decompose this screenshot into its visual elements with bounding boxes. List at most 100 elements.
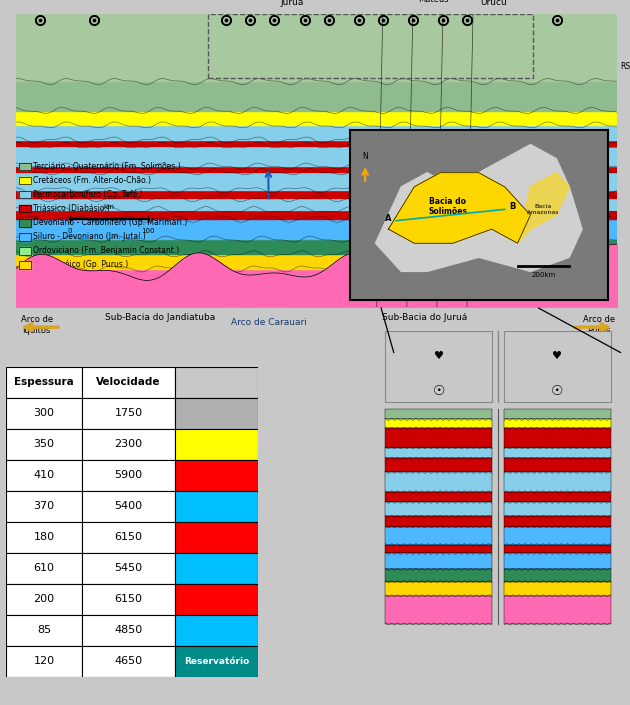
Bar (19, 163, 31, 171)
Bar (19, 177, 31, 185)
Bar (504, 582, 611, 596)
Bar (6, 522, 82, 553)
Bar (504, 458, 611, 472)
Bar (504, 596, 611, 624)
Text: -2000: -2000 (0, 150, 1, 159)
Bar (504, 545, 611, 553)
Text: Bacia do
Solimões: Bacia do Solimões (428, 197, 467, 216)
Text: 5400: 5400 (115, 501, 142, 511)
Bar (386, 553, 492, 570)
Text: 4650: 4650 (115, 656, 142, 666)
Text: Proterozóico (Gp. Purus.): Proterozóico (Gp. Purus.) (33, 260, 129, 269)
Text: 6150: 6150 (115, 532, 142, 542)
Bar (386, 458, 492, 472)
Polygon shape (375, 145, 582, 271)
Bar (19, 247, 31, 255)
Bar (82, 553, 175, 584)
Text: ☉: ☉ (551, 384, 564, 398)
Bar (386, 596, 492, 624)
Bar (175, 522, 258, 553)
Text: 1750: 1750 (115, 408, 142, 418)
Text: Arco de
Iquitos: Arco de Iquitos (21, 315, 53, 335)
Text: Permocarbonífero (Gp. Tefé.): Permocarbonífero (Gp. Tefé.) (33, 190, 143, 199)
Bar (504, 502, 611, 516)
Text: 85: 85 (37, 625, 51, 635)
Text: 300: 300 (33, 408, 55, 418)
Bar (504, 570, 611, 582)
Text: 4850: 4850 (115, 625, 142, 635)
Bar (175, 429, 258, 460)
Text: Terciário - Quaternário (Fm. Solimões.): Terciário - Quaternário (Fm. Solimões.) (33, 161, 181, 171)
Text: km: km (103, 204, 115, 210)
Text: A: A (385, 214, 392, 223)
Text: Siluro - Devoniano (Jm. Jutaí.): Siluro - Devoniano (Jm. Jutaí.) (33, 232, 146, 241)
Bar (16, 125, 617, 140)
Bar (6, 491, 82, 522)
Bar (175, 646, 258, 677)
Bar (504, 419, 611, 428)
Bar (19, 205, 31, 212)
Bar (16, 166, 617, 172)
Bar (19, 163, 31, 171)
Text: 350: 350 (33, 439, 55, 449)
Bar (19, 219, 31, 226)
Bar (504, 516, 611, 527)
Text: ☉: ☉ (432, 384, 445, 398)
Text: N: N (362, 152, 368, 161)
Bar (386, 502, 492, 516)
Bar (16, 219, 617, 240)
Bar (16, 146, 617, 166)
Bar (504, 448, 611, 458)
Bar (386, 472, 492, 492)
Text: Ordoviciano (Fm. Benjamin Constant.): Ordoviciano (Fm. Benjamin Constant.) (33, 246, 180, 255)
Text: Urucu: Urucu (481, 0, 507, 7)
Bar (19, 191, 31, 198)
Bar (19, 177, 31, 185)
Bar (175, 553, 258, 584)
Text: Triássico (Diabásio.): Triássico (Diabásio.) (33, 204, 110, 213)
Bar (504, 331, 611, 402)
Bar (16, 269, 617, 307)
Bar (82, 367, 175, 398)
Bar (6, 460, 82, 491)
Bar (175, 491, 258, 522)
Bar (504, 492, 611, 502)
Text: Juruá: Juruá (281, 0, 304, 7)
Text: 410: 410 (33, 470, 55, 480)
Bar (386, 582, 492, 596)
Text: Espessura: Espessura (14, 377, 74, 387)
Text: ♥: ♥ (433, 351, 444, 361)
Bar (504, 428, 611, 448)
Polygon shape (388, 173, 530, 243)
Text: +: + (23, 274, 32, 283)
Text: São
Mateus: São Mateus (418, 0, 449, 4)
Bar (82, 398, 175, 429)
Text: Arco de
Purus: Arco de Purus (583, 315, 616, 335)
Bar (386, 527, 492, 544)
Bar (386, 448, 492, 458)
Bar (16, 198, 617, 210)
Text: B: B (509, 202, 515, 212)
Text: Devoniano - Carbonífero (Gp. Marimari.): Devoniano - Carbonífero (Gp. Marimari.) (33, 218, 188, 227)
Bar (175, 584, 258, 615)
Bar (6, 429, 82, 460)
Text: 5900: 5900 (115, 470, 142, 480)
Bar (16, 111, 617, 125)
Bar (16, 254, 617, 269)
Bar (16, 81, 617, 111)
Text: Velocidade: Velocidade (96, 377, 161, 387)
Text: B: B (604, 0, 614, 2)
Bar (19, 233, 31, 240)
Bar (19, 261, 31, 269)
Bar (6, 584, 82, 615)
Bar (16, 140, 617, 146)
Bar (386, 545, 492, 553)
Text: 180: 180 (33, 532, 55, 542)
Text: 0m: 0m (0, 62, 1, 71)
Bar (386, 570, 492, 582)
Text: -4000: -4000 (0, 238, 1, 247)
Text: Cretáceos (Fm. Alter-do-Chão.): Cretáceos (Fm. Alter-do-Chão.) (33, 176, 151, 185)
Bar (6, 553, 82, 584)
Bar (386, 409, 492, 419)
Bar (175, 398, 258, 429)
